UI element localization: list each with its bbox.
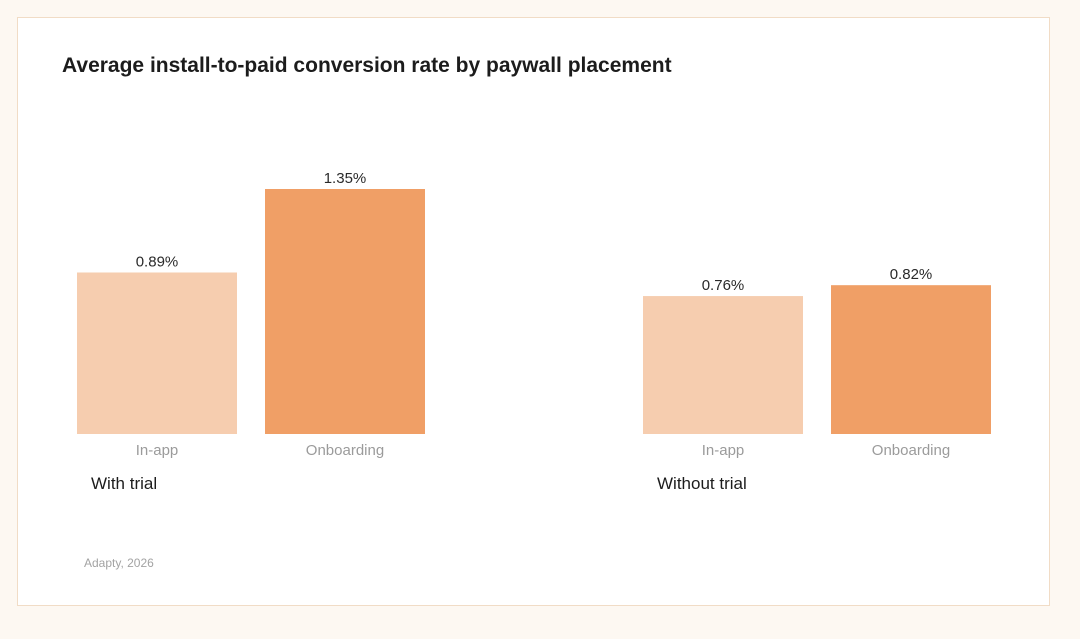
source-note: Adapty, 2026 <box>84 556 154 570</box>
chart-card: Average install-to-paid conversion rate … <box>17 17 1050 606</box>
bar-without-trial-in-app <box>643 296 803 434</box>
data-label-with-trial-onboarding: 1.35% <box>324 170 367 187</box>
bar-chart: 0.89% In-app 1.35% Onboarding With trial 0.76… <box>77 170 991 493</box>
data-label-with-trial-in-app: 0.89% <box>136 253 179 270</box>
category-label-without-trial-in-app: In-app <box>702 442 745 459</box>
category-label-with-trial-in-app: In-app <box>136 442 179 459</box>
group-label-without-trial: Without trial <box>657 474 747 493</box>
category-label-without-trial-onboarding: Onboarding <box>872 442 950 459</box>
chart-title: Average install-to-paid conversion rate … <box>62 54 672 77</box>
bar-with-trial-in-app <box>77 272 237 434</box>
bar-without-trial-onboarding <box>831 285 991 434</box>
data-label-without-trial-in-app: 0.76% <box>702 277 745 294</box>
data-label-without-trial-onboarding: 0.82% <box>890 266 933 283</box>
category-label-with-trial-onboarding: Onboarding <box>306 442 384 459</box>
bar-with-trial-onboarding <box>265 189 425 434</box>
group-label-with-trial: With trial <box>91 474 157 493</box>
